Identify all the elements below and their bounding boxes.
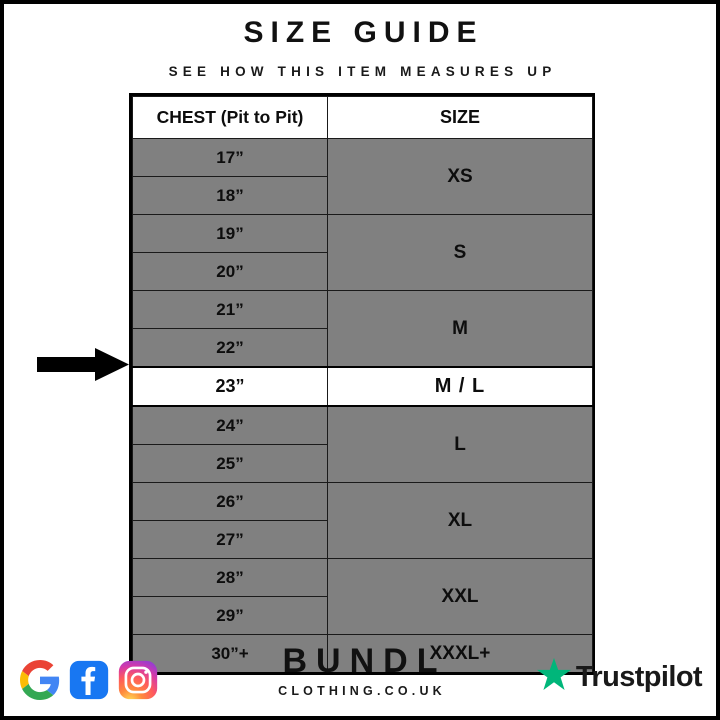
chest-measurement-cell: 17”	[132, 138, 328, 177]
size-label-cell: M	[327, 290, 593, 368]
chest-measurement-cell: 20”	[132, 252, 328, 291]
chest-measurement-cell: 22”	[132, 328, 328, 368]
table-row: 20”	[132, 252, 593, 291]
table-row: 28” XXL	[132, 558, 593, 635]
table-header-row: CHEST (Pit to Pit) SIZE	[132, 96, 593, 139]
size-label-cell: L	[327, 405, 593, 483]
size-label-cell: XXXL+	[327, 634, 593, 672]
table-row: 27”	[132, 520, 593, 559]
trustpilot-logo: Trustpilot	[536, 658, 703, 696]
chest-measurement-cell: 19”	[132, 214, 328, 253]
size-table-container: CHEST (Pit to Pit) SIZE 17” XS 18” 19” S 20” 2…	[129, 93, 595, 675]
footer: BUNDL CLOTHING.CO.UK Trustpilot	[4, 644, 716, 708]
column-header-chest: CHEST (Pit to Pit)	[132, 96, 328, 139]
size-table: CHEST (Pit to Pit) SIZE 17” XS 18” 19” S 20” 2…	[132, 96, 593, 672]
header: SIZE GUIDE SEE HOW THIS ITEM MEASURES UP	[4, 4, 716, 79]
size-label-cell: XXL	[327, 558, 593, 635]
chest-measurement-cell: 29”	[132, 596, 328, 635]
table-row: 26” XL	[132, 482, 593, 559]
table-row: 24” L	[132, 405, 593, 483]
chest-measurement-cell: 27”	[132, 520, 328, 559]
chest-measurement-cell: 23”	[132, 366, 328, 407]
chest-measurement-cell: 25”	[132, 444, 328, 483]
table-row: 29”	[132, 596, 593, 635]
trustpilot-label: Trustpilot	[575, 660, 703, 693]
table-header: CHEST (Pit to Pit) SIZE	[132, 96, 593, 139]
chest-measurement-cell: 26”	[132, 482, 328, 521]
table-row: 19” S	[132, 214, 593, 291]
page-subtitle: SEE HOW THIS ITEM MEASURES UP	[168, 63, 557, 79]
brand-domain: CLOTHING.CO.UK	[278, 684, 446, 698]
table-row: 30”+ XXXL+	[132, 634, 593, 672]
table-row: 18”	[132, 176, 593, 215]
chest-measurement-cell: 21”	[132, 290, 328, 329]
google-icon[interactable]	[20, 660, 60, 700]
size-label-cell: M / L	[327, 366, 593, 407]
instagram-icon[interactable]	[118, 660, 158, 700]
page-title: SIZE GUIDE	[243, 16, 484, 49]
column-header-size: SIZE	[327, 96, 593, 139]
brand-name: BUNDL	[282, 642, 447, 680]
table-row: 21” M	[132, 290, 593, 368]
highlight-arrow	[37, 348, 129, 381]
table-row: 25”	[132, 444, 593, 483]
size-label-cell: XS	[327, 138, 593, 215]
chest-measurement-cell: 30”+	[132, 634, 328, 672]
chest-measurement-cell: 24”	[132, 405, 328, 445]
facebook-icon[interactable]	[69, 660, 109, 700]
chest-measurement-cell: 28”	[132, 558, 328, 597]
chest-measurement-cell: 18”	[132, 176, 328, 215]
table-body: 17” XS 18” 19” S 20” 21” M 22” 23” M / L 24” L 25” 26”…	[132, 138, 593, 672]
social-links	[20, 660, 158, 700]
size-label-cell: XL	[327, 482, 593, 559]
table-row: 23” M / L	[132, 366, 593, 407]
trustpilot-star-icon	[536, 658, 571, 696]
table-row: 17” XS	[132, 138, 593, 215]
brand-logo: BUNDL CLOTHING.CO.UK	[274, 644, 447, 698]
size-label-cell: S	[327, 214, 593, 291]
